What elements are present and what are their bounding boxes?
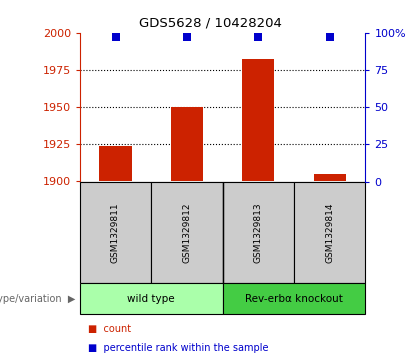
Bar	[314, 174, 346, 182]
Text: GSM1329813: GSM1329813	[254, 202, 263, 263]
Bar	[171, 107, 203, 182]
Bar	[223, 283, 365, 314]
Bar	[80, 283, 223, 314]
Text: wild type: wild type	[127, 294, 175, 303]
Point	[255, 34, 262, 40]
Bar	[223, 182, 294, 283]
Text: genotype/variation  ▶: genotype/variation ▶	[0, 294, 76, 303]
Bar	[80, 182, 151, 283]
Text: GDS5628 / 10428204: GDS5628 / 10428204	[139, 16, 281, 29]
Bar	[100, 146, 131, 182]
Text: GSM1329812: GSM1329812	[182, 202, 192, 262]
Text: GSM1329811: GSM1329811	[111, 202, 120, 263]
Text: ■  percentile rank within the sample: ■ percentile rank within the sample	[88, 343, 269, 353]
Bar	[242, 60, 274, 182]
Text: Rev-erbα knockout: Rev-erbα knockout	[245, 294, 343, 303]
Point	[184, 34, 190, 40]
Bar	[151, 182, 223, 283]
Text: ■  count: ■ count	[88, 324, 131, 334]
Bar	[294, 182, 365, 283]
Point	[112, 34, 119, 40]
Point	[326, 34, 333, 40]
Text: GSM1329814: GSM1329814	[325, 202, 334, 262]
